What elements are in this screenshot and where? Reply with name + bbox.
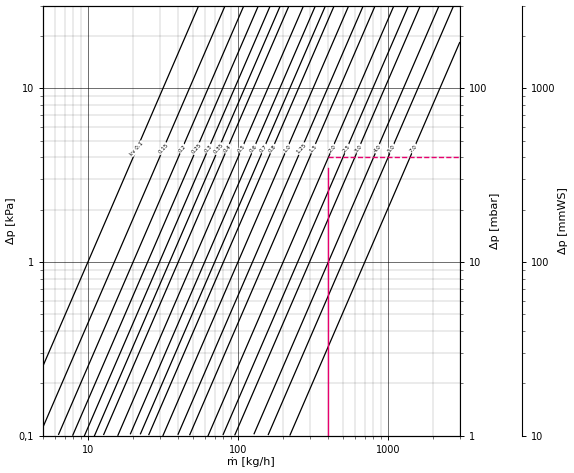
- Y-axis label: Δp [mbar]: Δp [mbar]: [490, 193, 500, 249]
- Text: 0.8: 0.8: [267, 144, 277, 154]
- X-axis label: ṁ [kg/h]: ṁ [kg/h]: [227, 457, 275, 467]
- Text: 0.35: 0.35: [212, 142, 224, 155]
- Text: 0.7: 0.7: [259, 144, 269, 154]
- Text: 4.0: 4.0: [373, 144, 382, 154]
- Text: kv 0.1: kv 0.1: [129, 140, 145, 157]
- Y-axis label: Δp [kPa]: Δp [kPa]: [6, 197, 15, 244]
- Text: 1.0: 1.0: [282, 144, 292, 154]
- Text: 0.3: 0.3: [204, 144, 214, 154]
- Text: 0.4: 0.4: [223, 144, 232, 154]
- Text: 2.5: 2.5: [342, 144, 351, 154]
- Y-axis label: Δp [mmWS]: Δp [mmWS]: [559, 187, 568, 254]
- Text: 5.0: 5.0: [387, 144, 397, 154]
- Text: 2.0: 2.0: [327, 144, 337, 154]
- Text: 0.2: 0.2: [177, 144, 187, 154]
- Text: 7.0: 7.0: [409, 144, 418, 154]
- Text: 1.25: 1.25: [296, 142, 308, 155]
- Text: 0.6: 0.6: [249, 144, 258, 154]
- Text: 0.5: 0.5: [237, 144, 247, 154]
- Text: 0.25: 0.25: [191, 142, 203, 155]
- Text: 1.5: 1.5: [309, 144, 318, 154]
- Text: 3.0: 3.0: [354, 144, 363, 154]
- Text: 0.15: 0.15: [157, 142, 169, 155]
